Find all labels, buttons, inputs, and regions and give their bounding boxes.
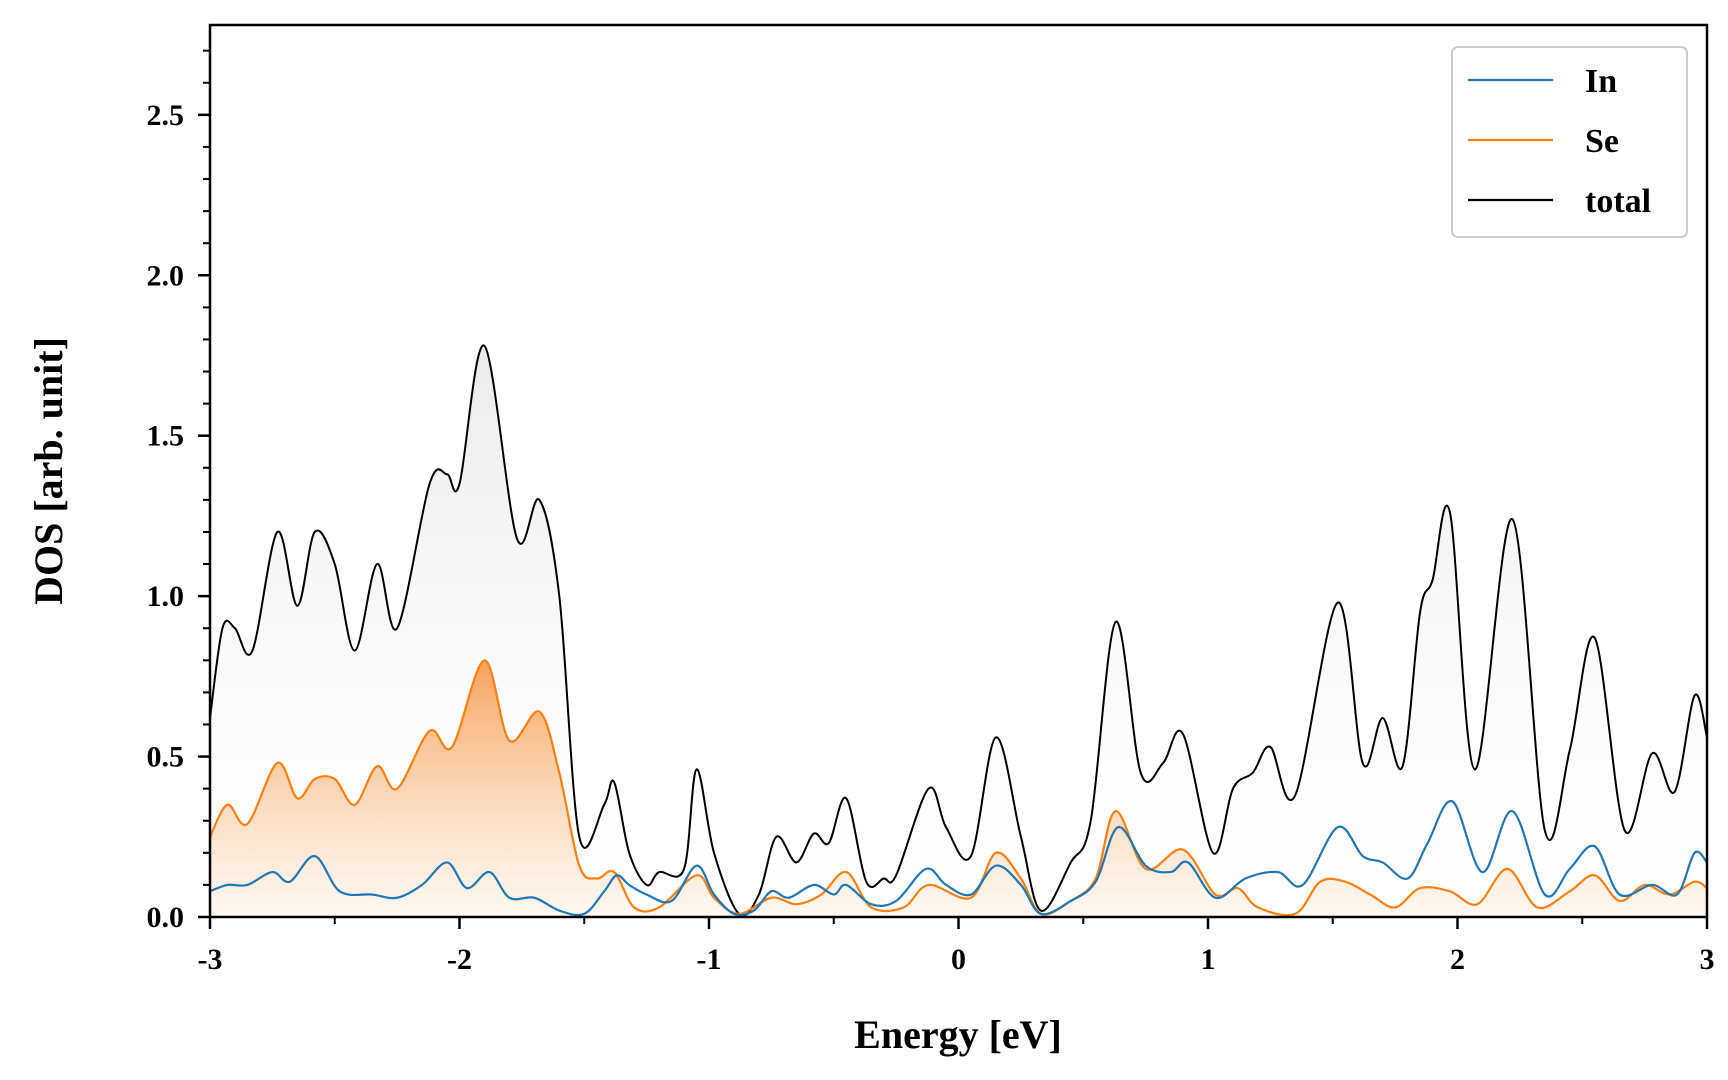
y-tick-label: 0.0	[147, 901, 185, 934]
y-tick-label: 0.5	[147, 741, 185, 774]
series-total-area	[210, 345, 1707, 917]
x-axis-label: Energy [eV]	[854, 1012, 1062, 1057]
legend-label-se: Se	[1585, 123, 1619, 160]
series-total-line	[210, 344, 1707, 917]
legend-frame	[1451, 46, 1688, 238]
y-tick-label: 2.0	[147, 259, 185, 292]
x-tick-label: 3	[1700, 943, 1715, 976]
x-tick-label: 1	[1201, 943, 1216, 976]
legend: In Se total	[1451, 46, 1688, 238]
y-axis-label: DOS [arb. unit]	[26, 337, 71, 605]
plot-area	[210, 344, 1707, 917]
y-tick-label: 1.5	[147, 420, 185, 453]
x-tick-label: 2	[1450, 943, 1465, 976]
series-se-area	[210, 660, 1707, 917]
x-tick-label: -1	[697, 943, 722, 976]
series-in-line	[210, 800, 1707, 917]
legend-label-in: In	[1585, 63, 1617, 100]
y-tick-label: 1.0	[147, 580, 185, 613]
x-tick-label: -3	[198, 943, 223, 976]
x-tick-label: 0	[951, 943, 966, 976]
axes: -3 -2 -1 0 1 2 3 0.0 0.5 1.0 1.5 2.0 2.5	[147, 23, 1715, 976]
legend-label-total: total	[1585, 183, 1651, 220]
x-tick-label: -2	[447, 943, 472, 976]
series-se-line	[210, 659, 1707, 917]
y-tick-label: 2.5	[147, 99, 185, 132]
